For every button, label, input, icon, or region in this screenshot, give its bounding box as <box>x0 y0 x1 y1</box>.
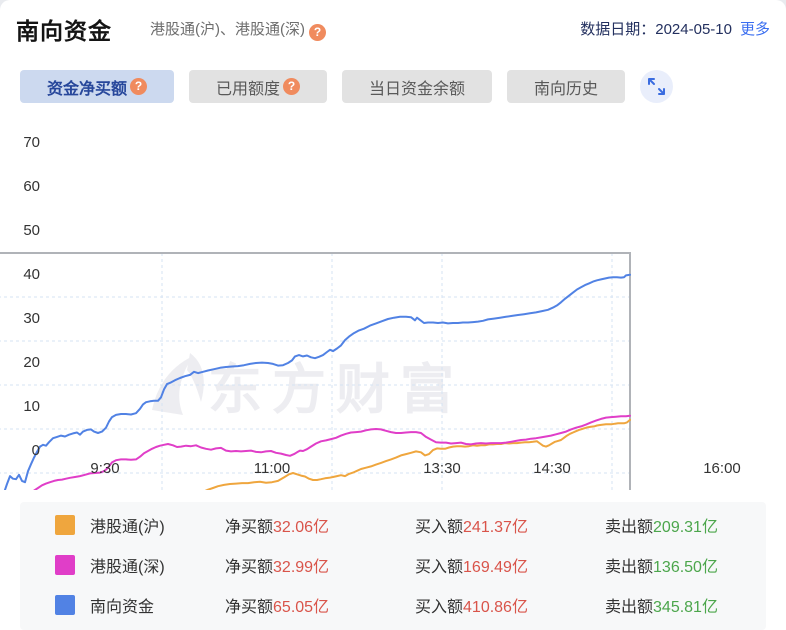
buy-value: 241.37亿 <box>463 519 528 536</box>
tab-used-quota[interactable]: 已用额度? <box>189 70 328 103</box>
net-buy-label: 净买额 <box>225 559 274 576</box>
y-axis-label: 10 <box>23 398 40 415</box>
watermark-text: 东方财富 <box>208 360 464 420</box>
sell-label: 卖出额 <box>605 519 654 536</box>
tab-daily-balance[interactable]: 当日资金余额 <box>342 70 493 103</box>
data-date: 数据日期：2024-05-10 更多 <box>580 18 770 39</box>
tab-label: 当日资金余额 <box>369 80 466 98</box>
sell-value: 209.31亿 <box>653 519 718 536</box>
chart-canvas[interactable]: 东方财富 <box>0 110 786 490</box>
x-axis-label: 9:30 <box>90 460 120 477</box>
net-buy-cell: 净买额65.05亿 <box>225 593 415 617</box>
buy-label: 买入额 <box>415 599 464 616</box>
help-icon[interactable]: ? <box>130 78 148 95</box>
help-icon[interactable]: ? <box>308 24 326 41</box>
x-axis-label: 13:30 <box>423 460 461 477</box>
buy-label: 买入额 <box>415 559 464 576</box>
buy-cell: 买入额410.86亿 <box>415 593 605 617</box>
tab-label: 已用额度 <box>216 80 281 98</box>
tab-south-history[interactable]: 南向历史 <box>507 70 626 103</box>
tab-label: 南向历史 <box>534 80 599 98</box>
page-title: 南向资金 <box>16 18 112 44</box>
watermark: 东方财富 <box>152 353 464 420</box>
sell-label: 卖出额 <box>605 599 654 616</box>
line-chart[interactable]: 东方财富 0 10 20 30 40 50 60 70 9:30 11:00 13:30 14:30… <box>0 110 786 490</box>
net-buy-label: 净买额 <box>225 599 274 616</box>
sell-cell: 卖出额136.50亿 <box>605 553 718 577</box>
x-axis-label: 11:00 <box>253 460 291 477</box>
legend-row-sh: 港股通(沪) 净买额32.06亿 买入额241.37亿 卖出额209.31亿 <box>20 505 766 545</box>
y-axis-label: 30 <box>23 310 40 327</box>
tab-bar: 资金净买额? 已用额度? 当日资金余额 南向历史 <box>20 70 674 103</box>
sell-value: 345.81亿 <box>653 599 718 616</box>
buy-value: 410.86亿 <box>463 599 528 616</box>
y-axis-label: 60 <box>23 178 40 195</box>
date-label: 数据日期： <box>580 21 656 38</box>
y-axis-label: 50 <box>23 222 40 239</box>
net-buy-value: 32.06亿 <box>273 519 330 536</box>
more-link[interactable]: 更多 <box>739 21 770 38</box>
date-value: 2024-05-10 <box>655 21 732 38</box>
y-axis-label: 70 <box>23 134 40 151</box>
net-buy-cell: 净买额32.99亿 <box>225 553 415 577</box>
series-name: 港股通(深) <box>90 559 165 576</box>
net-buy-cell: 净买额32.06亿 <box>225 513 415 537</box>
expand-button[interactable] <box>640 70 674 103</box>
x-axis-label: 16:00 <box>703 460 741 477</box>
series-line-南向资金 <box>3 273 631 490</box>
y-axis-label: 40 <box>23 266 40 283</box>
series-line-港股通(沪) <box>204 418 631 490</box>
series-swatch-sh <box>55 515 75 535</box>
buy-cell: 买入额169.49亿 <box>415 553 605 577</box>
net-buy-label: 净买额 <box>225 519 274 536</box>
legend-row-south: 南向资金 净买额65.05亿 买入额410.86亿 卖出额345.81亿 <box>20 585 766 625</box>
buy-cell: 买入额241.37亿 <box>415 513 605 537</box>
series-name: 南向资金 <box>90 599 155 616</box>
sell-cell: 卖出额345.81亿 <box>605 593 718 617</box>
x-axis-label: 14:30 <box>533 460 571 477</box>
series-line-港股通(深) <box>33 414 631 490</box>
header: 南向资金 港股通(沪)、港股通(深)? 数据日期：2024-05-10 更多 <box>0 0 786 58</box>
buy-value: 169.49亿 <box>463 559 528 576</box>
sell-cell: 卖出额209.31亿 <box>605 513 718 537</box>
tab-net-buy[interactable]: 资金净买额? <box>20 70 175 103</box>
page-subtitle: 港股通(沪)、港股通(深)? <box>150 18 326 41</box>
tab-label: 资金净买额 <box>47 80 128 98</box>
sell-label: 卖出额 <box>605 559 654 576</box>
series-swatch-south <box>55 595 75 615</box>
subtitle-text: 港股通(沪)、港股通(深) <box>150 21 305 38</box>
legend-row-sz: 港股通(深) 净买额32.99亿 买入额169.49亿 卖出额136.50亿 <box>20 545 766 585</box>
net-buy-value: 32.99亿 <box>273 559 330 576</box>
y-axis-label: 0 <box>31 442 40 459</box>
y-axis-label: 20 <box>23 354 40 371</box>
expand-arrows-icon <box>648 78 666 95</box>
sell-value: 136.50亿 <box>653 559 718 576</box>
series-swatch-sz <box>55 555 75 575</box>
legend-panel: 港股通(沪) 净买额32.06亿 买入额241.37亿 卖出额209.31亿 港… <box>20 502 766 630</box>
buy-label: 买入额 <box>415 519 464 536</box>
net-buy-value: 65.05亿 <box>273 599 330 616</box>
help-icon[interactable]: ? <box>283 78 301 95</box>
series-name: 港股通(沪) <box>90 519 165 536</box>
plot-border <box>0 252 631 490</box>
